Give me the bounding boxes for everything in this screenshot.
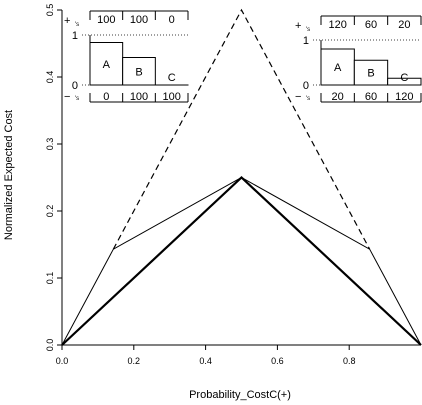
x-tick-label: 0.2 xyxy=(128,356,141,366)
y-tick-label: 0.4 xyxy=(45,71,55,84)
x-tick-label: 0.6 xyxy=(271,356,284,366)
x-tick-label: 0.0 xyxy=(56,356,69,366)
y-tick-label: 0.3 xyxy=(45,138,55,151)
x-tick-label: 0.8 xyxy=(343,356,356,366)
inset-top-value: 20 xyxy=(398,19,410,31)
y-axis-label: Normalized Expected Cost xyxy=(3,110,15,240)
inset-bottom-value: 100 xyxy=(130,91,148,103)
inset-bottom-value: 0 xyxy=(103,91,109,103)
inset-top-value: 100 xyxy=(97,14,115,26)
y-tick-label: 0.2 xyxy=(45,205,55,218)
series-line-thin xyxy=(62,178,421,346)
inset-minus-subscript: 's xyxy=(75,96,79,102)
inset-top-value: 100 xyxy=(130,14,148,26)
inset-minus-label: − xyxy=(64,91,70,103)
y-tick-label: 0.5 xyxy=(45,4,55,17)
inset-bar-label: A xyxy=(334,62,342,74)
inset-bar-label: C xyxy=(400,72,408,84)
inset-plus-subscript: 's xyxy=(306,27,310,33)
series-line-thick xyxy=(62,178,421,346)
x-axis-label: Probability_CostC(+) xyxy=(189,389,291,401)
inset-bar-label: B xyxy=(135,66,142,78)
inset-plus-label: + xyxy=(64,15,70,27)
inset-scale-top: 1 xyxy=(303,35,309,47)
inset-bar-label: B xyxy=(367,68,374,80)
series-line-dashed xyxy=(113,10,369,249)
inset-bar-label: C xyxy=(168,72,176,84)
inset-top-value: 0 xyxy=(169,14,175,26)
inset-bar-label: A xyxy=(103,59,111,71)
y-tick-label: 0.0 xyxy=(45,339,55,352)
inset-top-value: 120 xyxy=(328,19,346,31)
x-tick-label: 0.4 xyxy=(199,356,212,366)
inset-minus-label: − xyxy=(295,91,301,103)
inset-plus-label: + xyxy=(295,20,301,32)
y-tick-label: 0.1 xyxy=(45,272,55,285)
inset-bottom-value: 60 xyxy=(365,91,377,103)
inset-bottom-value: 20 xyxy=(332,91,344,103)
inset-scale-bottom: 0 xyxy=(303,80,309,92)
inset-top-value: 60 xyxy=(365,19,377,31)
inset-plus-subscript: 's xyxy=(75,22,79,28)
inset-scale-bottom: 0 xyxy=(72,80,78,92)
inset-bottom-value: 100 xyxy=(162,91,180,103)
inset-bottom-value: 120 xyxy=(395,91,413,103)
inset-scale-top: 1 xyxy=(72,30,78,42)
inset-minus-subscript: 's xyxy=(306,96,310,102)
